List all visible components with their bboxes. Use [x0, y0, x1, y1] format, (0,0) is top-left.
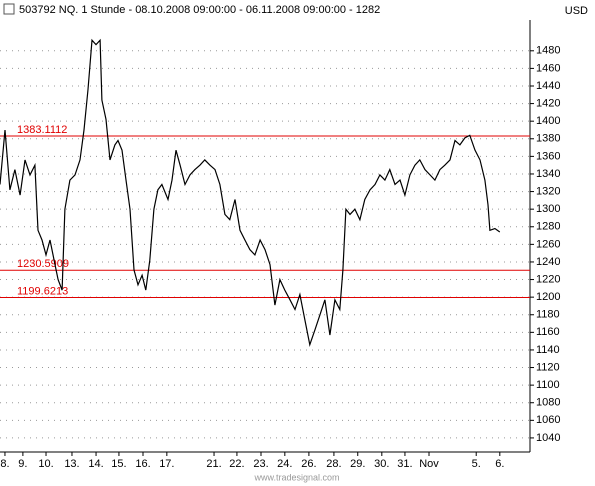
x-tick-label: 14. [88, 458, 103, 470]
y-tick-label: 1240 [536, 256, 560, 268]
y-tick-label: 1040 [536, 432, 560, 444]
price-line [0, 38, 501, 347]
x-tick-label: 16. [135, 458, 150, 470]
y-tick-label: 1280 [536, 221, 560, 233]
y-tick-label: 1140 [536, 344, 560, 356]
x-tick-label: 6. [495, 458, 504, 470]
y-tick-label: 1400 [536, 115, 560, 127]
y-tick-label: 1360 [536, 150, 560, 162]
x-tick-label: 10. [38, 458, 53, 470]
y-tick-label: 1120 [536, 361, 560, 373]
x-tick-label: 23. [253, 458, 268, 470]
chart-title: 503792 NQ. 1 Stunde - 08.10.2008 09:00:0… [19, 4, 380, 16]
y-tick-label: 1380 [536, 133, 560, 145]
x-tick-label: 17. [159, 458, 174, 470]
y-tick-label: 1480 [536, 45, 560, 57]
y-tick-label: 1300 [536, 203, 560, 215]
y-tick-label: 1420 [536, 97, 560, 109]
y-tick-label: 1100 [536, 379, 560, 391]
x-tick-label: 26. [301, 458, 316, 470]
x-tick-label: 15. [111, 458, 126, 470]
level-label: 1199.6213 [17, 285, 68, 297]
x-tick-label: 29. [350, 458, 365, 470]
y-tick-label: 1080 [536, 397, 560, 409]
x-tick-label: 5. [472, 458, 481, 470]
level-label: 1383.1112 [17, 124, 67, 136]
x-tick-label: 30. [374, 458, 389, 470]
y-tick-label: 1220 [536, 273, 560, 285]
y-tick-label: 1340 [536, 168, 560, 180]
x-tick-label: 21. [206, 458, 221, 470]
x-tick-label: 9. [18, 458, 27, 470]
y-tick-label: 1440 [536, 80, 560, 92]
x-tick-label: 24. [277, 458, 292, 470]
x-tick-label: 28. [326, 458, 341, 470]
x-tick-label: 8. [0, 458, 9, 470]
y-tick-label: 1320 [536, 185, 560, 197]
x-tick-label: 13. [64, 458, 79, 470]
currency: USD [565, 5, 588, 17]
y-tick-label: 1260 [536, 238, 560, 250]
x-tick-label: 31. [397, 458, 412, 470]
x-tick-label: 22. [229, 458, 244, 470]
y-tick-label: 1060 [536, 414, 560, 426]
y-tick-label: 1200 [536, 291, 560, 303]
footer: www.tradesignal.com [253, 472, 339, 482]
icon [3, 3, 15, 15]
y-tick-label: 1160 [536, 326, 560, 338]
y-tick-label: 1180 [536, 309, 560, 321]
y-tick-label: 1460 [536, 62, 560, 74]
x-tick-label: Nov [419, 458, 439, 470]
level-label: 1230.5909 [17, 258, 69, 270]
